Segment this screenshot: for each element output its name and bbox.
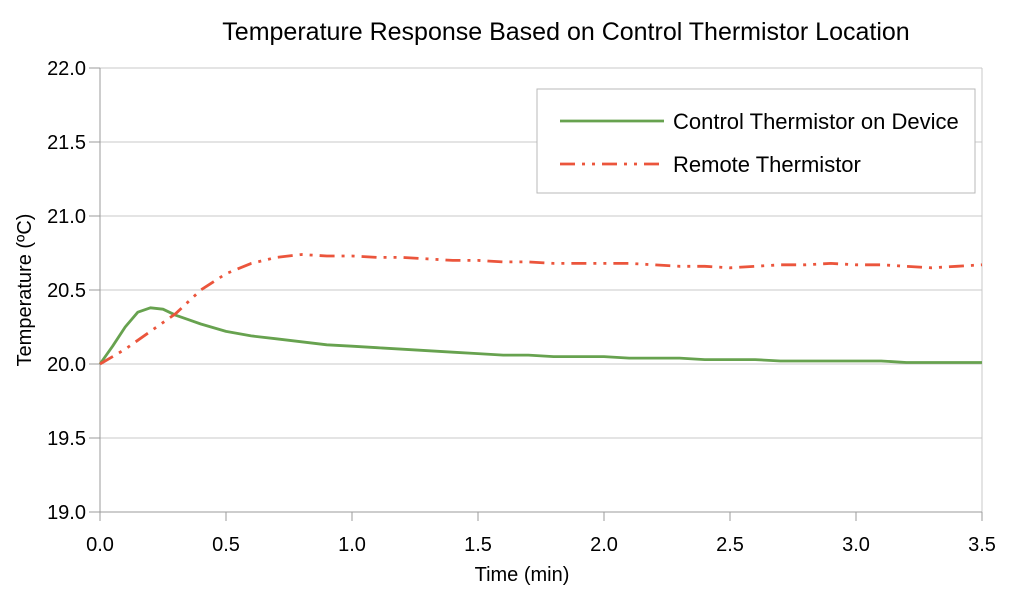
y-tick-label-19.0: 19.0 — [47, 502, 86, 524]
x-axis-title: Time (min) — [475, 564, 570, 586]
legend-item-label-1: Remote Thermistor — [673, 152, 861, 177]
x-tick-label-3.0: 3.0 — [842, 534, 870, 556]
legend-box — [536, 88, 976, 194]
y-tick-label-20.5: 20.5 — [47, 280, 86, 302]
x-tick-label-1.0: 1.0 — [338, 534, 366, 556]
y-tick-label-21.0: 21.0 — [47, 206, 86, 228]
x-tick-label-0.5: 0.5 — [212, 534, 240, 556]
tick-labels: 19.0 19.5 20.0 20.5 21.0 21.5 22.0 0.0 0.5 1.0 1.5… — [47, 58, 996, 556]
x-tick-label-2.0: 2.0 — [590, 534, 618, 556]
axes — [89, 67, 983, 521]
x-tick-label-3.5: 3.5 — [968, 534, 996, 556]
series-line-1 — [99, 253, 983, 366]
y-tick-label-20.0: 20.0 — [47, 354, 86, 376]
x-tick-label-1.5: 1.5 — [464, 534, 492, 556]
series-lines — [98, 253, 983, 366]
y-tick-label-21.5: 21.5 — [47, 132, 86, 154]
series-line-0 — [98, 306, 982, 365]
x-tick-label-0.0: 0.0 — [86, 534, 114, 556]
y-tick-label-22.0: 22.0 — [47, 58, 86, 80]
legend: Control Thermistor on Device Remote Therm… — [536, 88, 976, 194]
chart-title: Temperature Response Based on Control Th… — [222, 18, 909, 46]
y-axis-title: Temperature (ºC) — [14, 214, 36, 367]
legend-item-label-0: Control Thermistor on Device — [673, 109, 959, 134]
x-tick-label-2.5: 2.5 — [716, 534, 744, 556]
y-tick-label-19.5: 19.5 — [47, 428, 86, 450]
